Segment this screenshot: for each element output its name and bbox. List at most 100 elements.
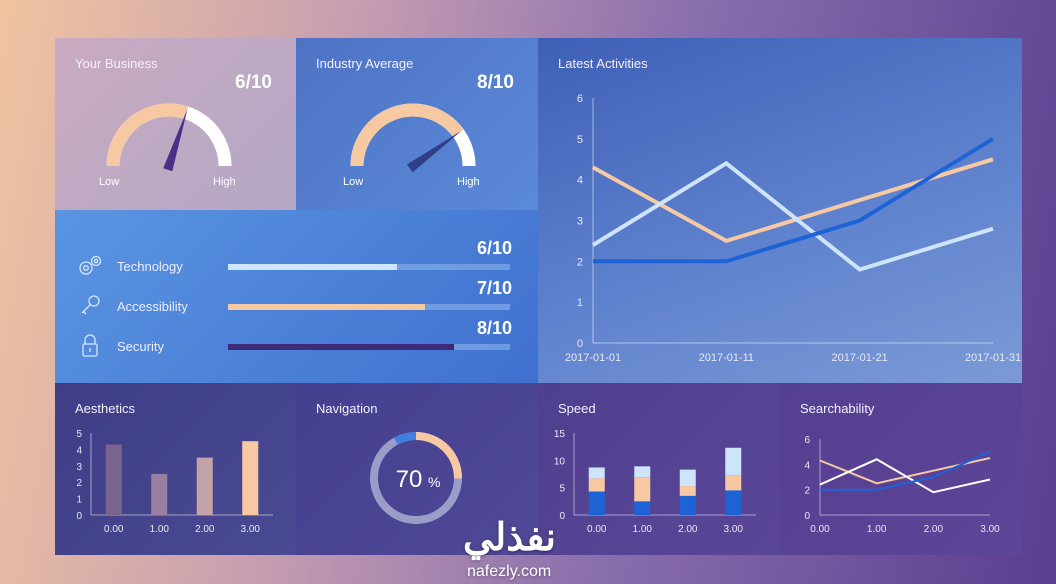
y-tick-label: 4	[76, 445, 82, 456]
donut-progress-peach	[415, 432, 463, 479]
speed-panel: Speed 0 5 10 15 0.00 1.00 2.00 3.00	[538, 383, 780, 555]
metric-label: Technology	[117, 259, 183, 274]
lock-icon	[82, 334, 98, 357]
y-tick-label: 5	[577, 134, 583, 146]
x-tick-label: 2017-01-21	[832, 352, 888, 364]
series-line-1	[592, 157, 994, 244]
stacked-bar-segment-1	[725, 490, 742, 515]
x-tick-label: 2017-01-11	[699, 352, 754, 364]
x-tick-label: 2017-01-31	[965, 352, 1021, 364]
y-tick-label: 5	[76, 429, 82, 440]
gauge-needle	[406, 130, 462, 173]
gears-icon	[79, 255, 102, 275]
y-tick-label: 1	[577, 297, 583, 309]
series-line-3	[820, 450, 991, 491]
your-business-gauge: Low High	[99, 103, 236, 188]
x-tick-label: 2.00	[924, 524, 944, 535]
metric-score: 8/10	[476, 318, 512, 338]
your-business-panel: Your Business 6/10 Low High	[55, 38, 296, 210]
y-tick-label: 2	[76, 478, 82, 489]
stacked-bar-segment-1	[679, 495, 696, 515]
stacked-bar-segment-3	[634, 466, 651, 478]
stacked-bar-segment-2	[634, 477, 651, 502]
series-line-2	[591, 160, 994, 272]
industry-average-gauge: Low High	[343, 103, 480, 188]
panel-title: Navigation	[316, 401, 378, 416]
gauge-needle	[163, 108, 188, 172]
bar	[151, 474, 168, 515]
panel-title: Searchability	[800, 401, 875, 416]
x-tick-label: 1.00	[150, 524, 170, 535]
gauge-low-label: Low	[343, 176, 363, 188]
latest-activities-chart: 0 1 2 3 4 5 6 2017-01-01 2017-01-11 2017-01-21 201…	[565, 93, 1021, 364]
metric-label: Accessibility	[117, 299, 188, 314]
gauge-fill	[106, 103, 189, 167]
stacked-bar-segment-2	[588, 478, 605, 492]
stacked-bar-segment-1	[634, 501, 651, 515]
donut-progress-blue	[393, 432, 417, 445]
metric-track	[228, 344, 510, 350]
gauge-low-label: Low	[99, 176, 119, 188]
watermark-latin: nafezly.com	[467, 563, 552, 580]
x-tick-label: 0.00	[587, 524, 607, 535]
x-tick-label: 1.00	[633, 524, 653, 535]
x-tick-label: 3.00	[980, 524, 1000, 535]
y-tick-label: 15	[554, 429, 566, 440]
metric-track	[228, 264, 510, 270]
metrics-panel: Technology 6/10 Accessibility 7/10 Secur…	[55, 210, 538, 383]
metric-label: Security	[117, 339, 164, 354]
y-tick-label: 0	[804, 511, 810, 522]
metric-fill	[228, 344, 454, 350]
x-tick-label: 3.00	[724, 524, 744, 535]
y-tick-label: 3	[577, 216, 583, 228]
gauge-high-label: High	[457, 176, 480, 188]
y-tick-label: 1	[76, 495, 82, 506]
panel-title: Your Business	[75, 56, 158, 71]
x-tick-label: 1.00	[867, 524, 887, 535]
metric-score: 7/10	[476, 278, 512, 298]
series-line-3	[593, 137, 995, 264]
x-tick-label: 3.00	[241, 524, 261, 535]
metric-row-technology: Technology 6/10	[55, 238, 538, 290]
score-value: 6/10	[235, 72, 272, 93]
metric-score: 6/10	[476, 238, 512, 258]
navigation-panel: Navigation 70 %	[296, 383, 538, 555]
latest-activities-panel: Latest Activities 0 1 2 3 4 5 6 2017-01-01 2017-…	[538, 38, 1022, 383]
x-tick-label: 2017-01-01	[565, 352, 621, 364]
dashboard: Your Business 6/10 Low High Industry Ave…	[55, 38, 1022, 555]
y-tick-label: 4	[577, 175, 583, 187]
bar	[105, 444, 122, 515]
y-tick-label: 0	[577, 338, 583, 350]
speed-chart: 0 5 10 15 0.00 1.00 2.00 3.00	[554, 429, 756, 535]
panel-title: Industry Average	[316, 56, 414, 71]
y-tick-label: 5	[559, 484, 565, 495]
y-tick-label: 2	[577, 256, 583, 268]
gauge-fill	[350, 103, 464, 167]
y-tick-label: 3	[76, 462, 82, 473]
series-line-1	[819, 457, 991, 485]
aesthetics-panel: Aesthetics 0 1 2 3 4 5 0.00 1.00 2.00 3.00	[55, 383, 296, 555]
y-tick-label: 10	[554, 456, 566, 467]
bar	[242, 441, 259, 515]
metric-row-security: Security 8/10	[55, 318, 538, 370]
x-tick-label: 2.00	[678, 524, 698, 535]
stacked-bar-segment-3	[588, 467, 605, 479]
key-icon	[81, 295, 100, 315]
metric-track	[228, 304, 510, 310]
stacked-bar-segment-1	[588, 491, 605, 515]
panel-title: Latest Activities	[558, 56, 648, 71]
score-value: 8/10	[477, 72, 514, 93]
y-tick-label: 0	[76, 511, 82, 522]
panel-title: Speed	[558, 401, 596, 416]
gauge-high-label: High	[213, 176, 236, 188]
navigation-donut: 70 %	[370, 432, 463, 524]
stacked-bar-segment-2	[679, 486, 696, 496]
watermark-arabic: نفذلي	[463, 517, 556, 559]
donut-unit: %	[428, 474, 440, 490]
stacked-bar-segment-3	[725, 447, 742, 476]
y-tick-label: 4	[804, 460, 810, 471]
stacked-bar-segment-3	[679, 469, 696, 487]
industry-average-panel: Industry Average 8/10 Low High	[296, 38, 538, 210]
aesthetics-chart: 0 1 2 3 4 5 0.00 1.00 2.00 3.00	[76, 429, 273, 535]
donut-value: 70	[396, 466, 423, 493]
